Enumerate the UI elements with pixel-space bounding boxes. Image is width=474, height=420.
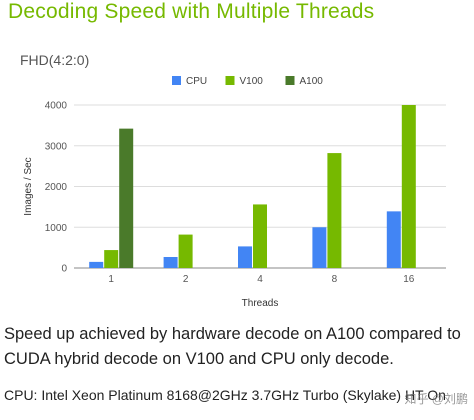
y-tick-label: 1000 [45,223,68,234]
cpu-spec-line: CPU: Intel Xeon Platinum 8168@2GHz 3.7GH… [4,387,446,403]
bar-cpu-4 [238,246,252,268]
chart-subtitle: FHD(4:2:0) [20,52,90,68]
legend-label-a100: A100 [300,76,324,87]
bar-v100-4 [253,204,267,268]
bar-v100-16 [401,105,416,268]
slide-title: Decoding Speed with Multiple Threads [8,0,375,23]
y-tick-label: 0 [61,264,67,275]
y-tick-label: 3000 [45,141,68,152]
axis-ticks: 0 1000 2000 3000 4000 1 2 4 8 16 [45,101,415,286]
legend-swatch-a100 [285,76,295,85]
bar-cpu-2 [163,256,178,268]
bar-v100-2 [178,234,193,268]
y-axis-label: Images / Sec [23,157,34,215]
caption-text: Speed up achieved by hardware decode on … [4,325,461,368]
bar-cpu-16 [386,211,401,268]
x-tick-label: 1 [108,274,114,285]
bars [89,105,416,268]
bar-a100-1 [119,128,134,268]
legend-swatch-v100 [225,76,235,85]
bar-cpu-1 [89,261,104,268]
watermark: 知乎 @刘鹏 [404,392,468,406]
x-axis-label: Threads [242,298,279,309]
x-tick-label: 4 [257,274,263,285]
x-tick-label: 8 [332,274,338,285]
x-tick-label: 2 [183,274,189,285]
bar-v100-1 [104,250,119,268]
legend-swatch-cpu [172,76,181,85]
bar-chart: 0 1000 2000 3000 4000 1 2 4 8 16 CPU V100 A100 Thre… [23,76,446,309]
legend-label-v100: V100 [240,76,264,87]
bar-v100-8 [327,153,342,268]
y-tick-label: 4000 [45,101,68,112]
y-tick-label: 2000 [45,182,68,193]
legend-label-cpu: CPU [186,76,207,87]
bar-cpu-8 [312,227,327,268]
legend: CPU V100 A100 [172,76,323,87]
x-tick-label: 16 [403,274,415,285]
